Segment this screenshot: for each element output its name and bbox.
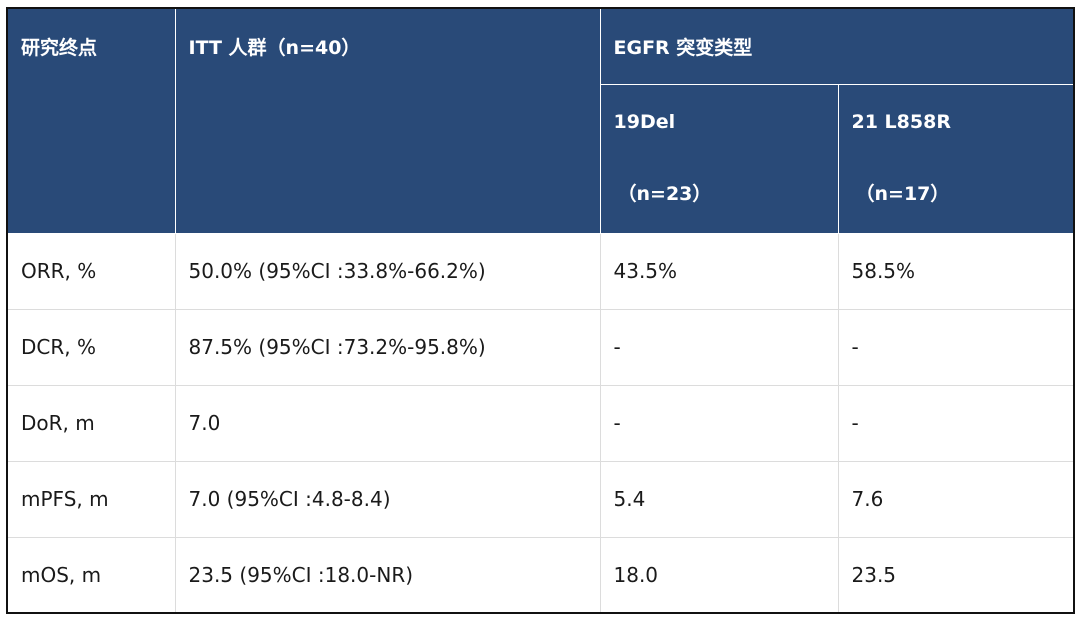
header-l858r-n: （n=17） (855, 183, 950, 205)
cell-19del: 18.0 (600, 537, 839, 612)
cell-19del: 5.4 (600, 461, 839, 538)
cell-endpoint: ORR, % (8, 233, 176, 310)
cell-19del: - (600, 385, 839, 462)
cell-itt: 7.0 (175, 385, 601, 462)
header-egfr-group: EGFR 突变类型 (600, 9, 1073, 85)
cell-l858r: - (838, 385, 1073, 462)
header-19del: 19Del （n=23） (600, 84, 839, 234)
header-endpoint: 研究终点 (8, 9, 176, 234)
header-l858r: 21 L858R （n=17） (838, 84, 1073, 234)
cell-endpoint: DoR, m (8, 385, 176, 462)
cell-itt: 23.5 (95%CI :18.0-NR) (175, 537, 601, 612)
table-body: ORR, % 50.0% (95%CI :33.8%-66.2%) 43.5% … (8, 233, 1073, 612)
table-row: mOS, m 23.5 (95%CI :18.0-NR) 18.0 23.5 (8, 537, 1073, 612)
cell-itt: 7.0 (95%CI :4.8-8.4) (175, 461, 601, 538)
header-19del-n: （n=23） (617, 183, 712, 205)
table-header: 研究终点 ITT 人群（n=40） EGFR 突变类型 19Del （n=23）… (8, 9, 1073, 234)
header-itt: ITT 人群（n=40） (175, 9, 601, 234)
header-19del-name: 19Del (613, 111, 676, 133)
cell-19del: 43.5% (600, 233, 839, 310)
table-row: DCR, % 87.5% (95%CI :73.2%-95.8%) - - (8, 309, 1073, 386)
efficacy-results-table: 研究终点 ITT 人群（n=40） EGFR 突变类型 19Del （n=23）… (8, 9, 1073, 612)
cell-endpoint: DCR, % (8, 309, 176, 386)
cell-endpoint: mOS, m (8, 537, 176, 612)
cell-19del: - (600, 309, 839, 386)
results-table-container: 研究终点 ITT 人群（n=40） EGFR 突变类型 19Del （n=23）… (6, 7, 1075, 614)
cell-itt: 87.5% (95%CI :73.2%-95.8%) (175, 309, 601, 386)
header-l858r-name: 21 L858R (851, 111, 951, 133)
table-row: DoR, m 7.0 - - (8, 385, 1073, 462)
cell-l858r: 58.5% (838, 233, 1073, 310)
cell-l858r: 23.5 (838, 537, 1073, 612)
cell-l858r: 7.6 (838, 461, 1073, 538)
cell-endpoint: mPFS, m (8, 461, 176, 538)
cell-itt: 50.0% (95%CI :33.8%-66.2%) (175, 233, 601, 310)
header-row-2: 19Del （n=23） 21 L858R （n=17） (8, 84, 1073, 234)
table-row: ORR, % 50.0% (95%CI :33.8%-66.2%) 43.5% … (8, 233, 1073, 310)
header-row-1: 研究终点 ITT 人群（n=40） EGFR 突变类型 (8, 9, 1073, 234)
cell-l858r: - (838, 309, 1073, 386)
table-row: mPFS, m 7.0 (95%CI :4.8-8.4) 5.4 7.6 (8, 461, 1073, 538)
